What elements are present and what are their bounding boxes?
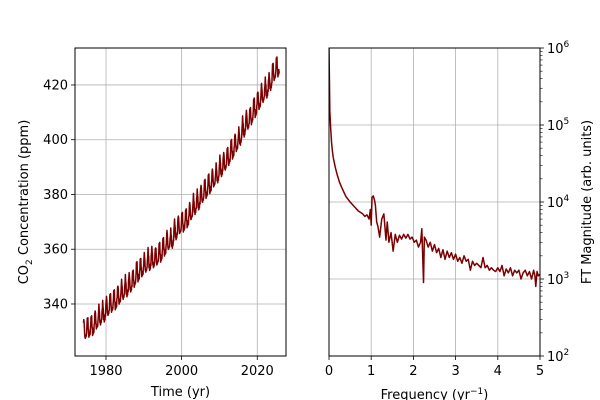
y-tick-label: 103 [547,271,569,288]
left-ticks: 1980 2000 2020 340 360 380 400 420 [43,78,274,379]
ft-magnitude-line [329,48,540,288]
x-tick-label: 5 [536,364,544,379]
co2-time-series-panel: 1980 2000 2020 340 360 380 400 420 Time (yr) CO… [17,47,287,400]
y-tick-label: 105 [547,117,569,134]
left-axes-frame [74,47,287,357]
x-tick-label: 1 [367,364,375,379]
left-y-axis-label: CO2 Concentration (ppm) [17,120,35,285]
right-y-axis-label: FT Magnitude (arb. units) [580,120,595,284]
x-tick-label: 3 [451,364,459,379]
left-x-axis-label: Time (yr) [150,385,210,400]
x-tick-label: 2020 [241,364,274,379]
y-tick-label: 106 [547,40,570,57]
x-tick-label: 2000 [165,364,198,379]
y-tick-label: 360 [43,243,68,258]
x-tick-label: 1980 [89,364,122,379]
y-tick-label: 104 [547,194,570,211]
y-tick-label: 102 [547,348,569,365]
co2-concentration-line [82,56,280,339]
y-tick-label: 400 [43,133,68,148]
y-tick-label: 380 [43,188,68,203]
x-tick-label: 0 [325,364,333,379]
y-tick-label: 420 [43,78,68,93]
x-tick-label: 4 [494,364,502,379]
y-tick-label: 340 [43,297,68,312]
x-tick-label: 2 [409,364,417,379]
right-x-axis-label: Frequency (yr−1) [381,387,489,400]
